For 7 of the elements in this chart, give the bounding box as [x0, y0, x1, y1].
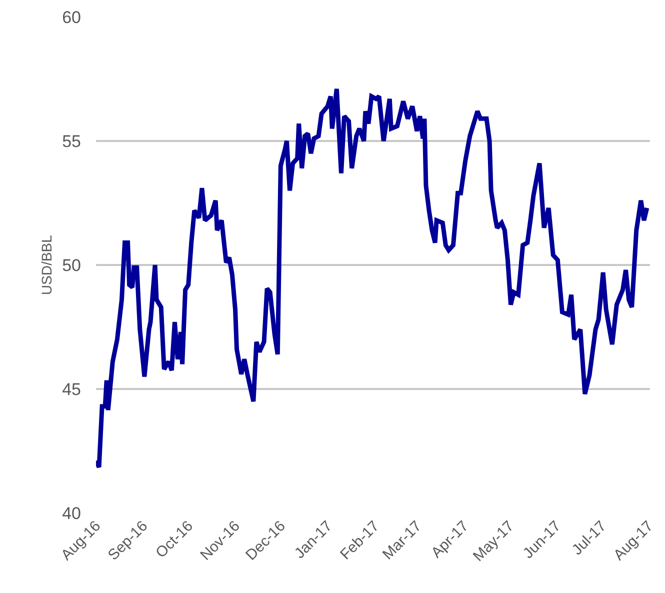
line-series — [96, 86, 650, 470]
y-tick-label: 55 — [62, 132, 81, 151]
y-tick-label: 60 — [62, 8, 81, 27]
y-tick-label: 40 — [62, 504, 81, 523]
y-axis-title: USD/BBL — [38, 234, 55, 295]
y-tick-label: 50 — [62, 256, 81, 275]
y-tick-label: 45 — [62, 380, 81, 399]
